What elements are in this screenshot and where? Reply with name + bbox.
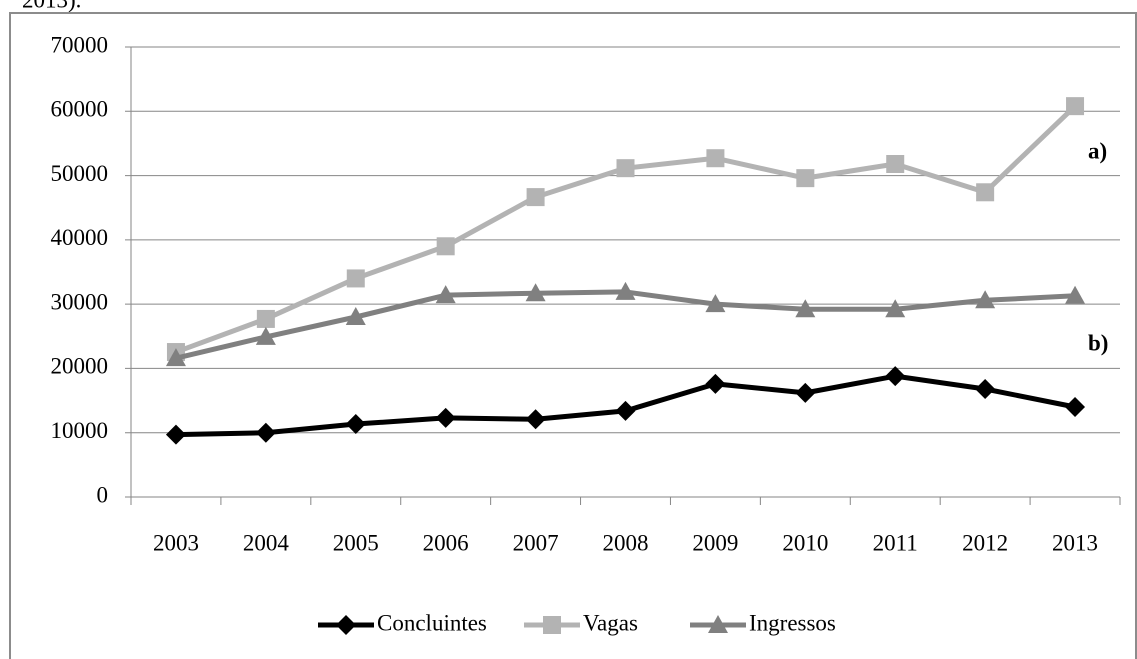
point-marker xyxy=(345,414,366,435)
point-marker xyxy=(525,409,546,430)
y-tick-label: 40000 xyxy=(51,225,109,250)
point-marker xyxy=(975,379,996,399)
point-marker xyxy=(1065,285,1086,304)
x-tick-label: 2006 xyxy=(423,530,469,555)
point-marker xyxy=(436,237,455,256)
annotation: a) xyxy=(1088,138,1107,163)
legend-label: Ingressos xyxy=(749,610,836,635)
point-marker xyxy=(255,422,276,443)
point-marker xyxy=(615,281,636,300)
point-marker xyxy=(255,326,276,345)
x-tick-label: 2010 xyxy=(782,530,828,555)
point-marker xyxy=(435,407,456,428)
y-tick-label: 20000 xyxy=(51,354,109,379)
point-marker xyxy=(615,400,636,421)
point-marker xyxy=(346,269,365,288)
legend-marker xyxy=(336,615,356,635)
point-marker xyxy=(435,285,456,304)
y-tick-label: 10000 xyxy=(51,418,109,443)
y-tick-label: 30000 xyxy=(51,289,109,314)
point-marker xyxy=(796,169,815,188)
point-marker xyxy=(165,348,186,367)
point-marker xyxy=(795,382,816,403)
point-marker xyxy=(795,299,816,318)
point-marker xyxy=(525,283,546,302)
y-tick-label: 70000 xyxy=(51,32,109,57)
point-marker xyxy=(165,424,186,445)
caption: 2013). xyxy=(22,0,81,12)
point-marker xyxy=(705,294,726,313)
point-marker xyxy=(885,299,906,318)
chart-frame xyxy=(9,12,1137,659)
legend-marker xyxy=(708,615,728,633)
point-marker xyxy=(526,188,545,207)
x-tick-label: 2008 xyxy=(603,530,649,555)
point-marker xyxy=(345,307,366,325)
y-tick-label: 50000 xyxy=(51,161,109,186)
point-marker xyxy=(256,309,275,328)
point-marker xyxy=(616,159,635,178)
legend-marker xyxy=(543,616,561,634)
point-marker xyxy=(1066,97,1085,116)
point-marker xyxy=(706,149,725,168)
point-marker xyxy=(885,366,906,387)
x-tick-label: 2004 xyxy=(243,530,290,555)
x-tick-label: 2007 xyxy=(513,530,559,555)
x-tick-label: 2003 xyxy=(153,530,199,555)
point-marker xyxy=(1065,397,1086,417)
x-tick-label: 2011 xyxy=(873,530,918,555)
point-marker xyxy=(886,155,905,173)
legend-label: Concluintes xyxy=(377,610,487,635)
legend-label: Vagas xyxy=(583,610,638,635)
x-tick-label: 2012 xyxy=(962,530,1008,555)
x-tick-label: 2005 xyxy=(333,530,379,555)
point-marker xyxy=(975,290,996,309)
point-marker xyxy=(976,183,995,202)
annotation: b) xyxy=(1088,330,1108,355)
y-tick-label: 0 xyxy=(97,482,109,507)
point-marker xyxy=(705,373,726,394)
x-tick-label: 2009 xyxy=(692,530,738,555)
x-tick-label: 2013 xyxy=(1052,530,1098,555)
y-tick-label: 60000 xyxy=(51,97,109,122)
